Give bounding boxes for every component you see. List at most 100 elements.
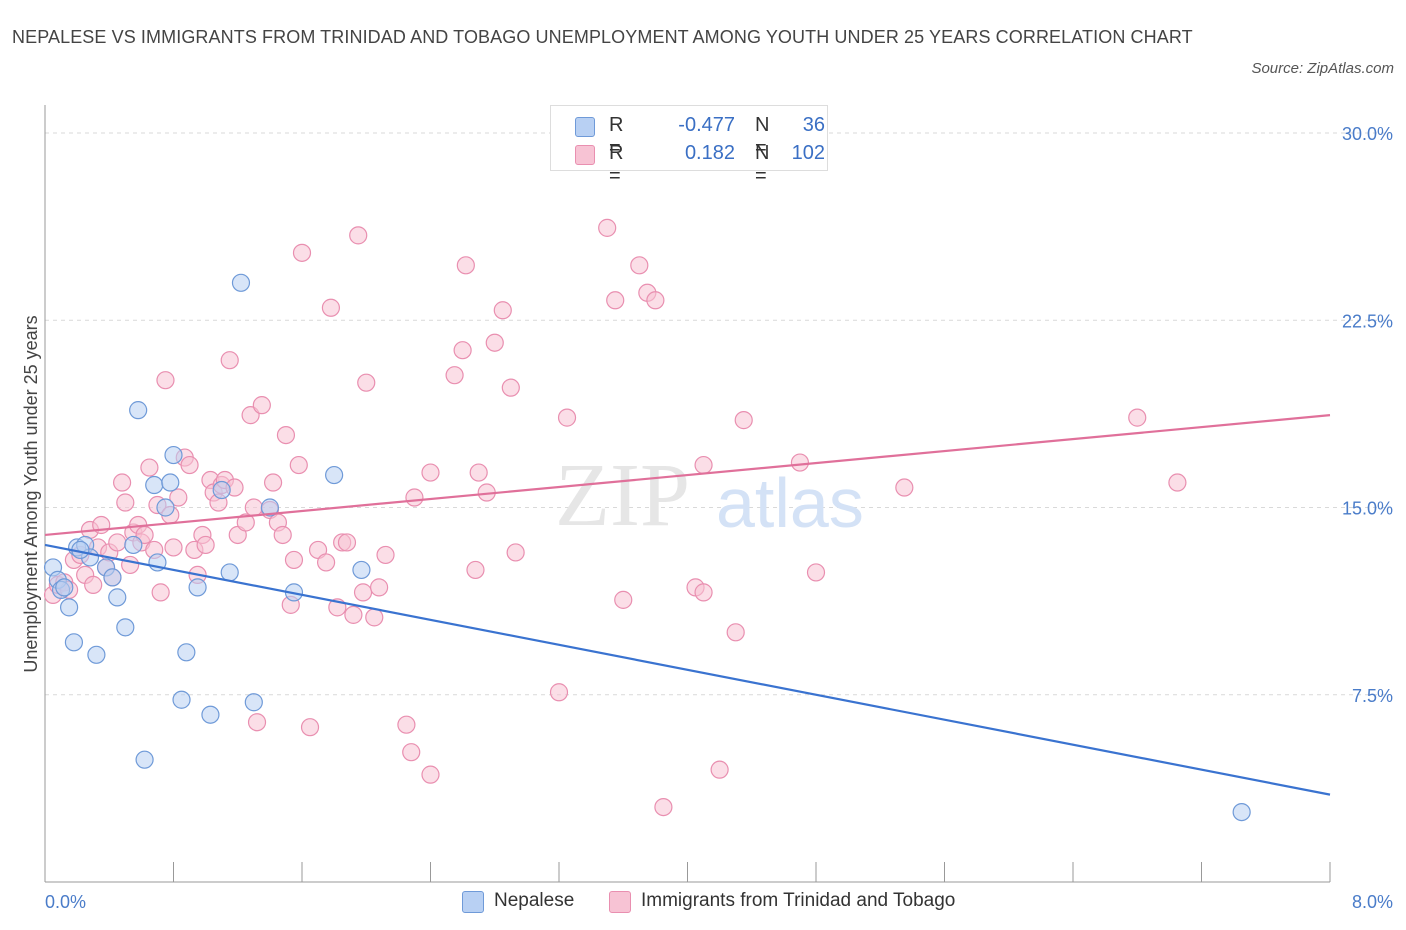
y-tick-label: 7.5% [1352,686,1393,706]
trinidad-point [734,411,753,430]
nepalese-point [64,633,84,652]
trinidad-point [353,583,373,602]
nepalese-point [352,560,371,580]
nepalese-point [260,498,279,517]
trinidad-point [456,256,475,275]
watermark: ZIP atlas [555,446,864,545]
trinidad-point [790,453,810,472]
axes [44,105,1331,883]
trinidad-point [710,760,729,779]
trinidad-point [289,455,308,475]
nepalese-point [244,693,263,712]
nepalese-point [177,643,196,662]
correlation-legend: R = -0.477 N = 36 R = 0.182 N = 102 [550,105,828,187]
nepalese-point [55,578,74,597]
trinidad-point [365,608,384,627]
trinidad-point [349,226,368,245]
trinidad-point [1168,473,1187,492]
nepalese-point [172,690,191,709]
trinidad-point [493,301,512,320]
bottom-legend-swatch-blue [462,891,484,913]
trinidad-trend-line [44,414,1331,537]
nepalese-point [124,535,143,555]
trinidad-point [405,488,424,507]
nepalese-point [135,750,154,769]
trinidad-point [151,583,170,602]
trinidad-point [421,463,440,482]
legend-r-label: R = [609,142,624,187]
trinidad-point [421,765,440,784]
trinidad-point [654,797,673,817]
nepalese-point [156,498,175,517]
nepalese-trend-line [44,543,1331,796]
series-nepalese-points [43,273,1251,822]
trinidad-point [402,743,421,762]
trinidad-point [344,605,363,624]
chart-title: NEPALESE VS IMMIGRANTS FROM TRINIDAD AND… [12,27,1193,47]
trend-lines [44,414,1331,796]
nepalese-point [201,705,220,724]
nepalese-point [188,578,207,597]
trinidad-point [549,683,569,702]
trinidad-point [598,218,617,237]
trinidad-point [196,535,215,555]
trinidad-point [169,488,188,507]
nepalese-point [108,588,127,607]
trinidad-point [84,575,103,594]
trinidad-point [244,498,263,517]
trinidad-point [485,333,504,352]
trinidad-point [140,458,159,477]
nepalese-point [220,563,239,582]
x-tick-label: 0.0% [45,892,86,912]
legend-n-value: 36 [802,114,825,136]
nepalese-point [59,598,79,617]
nepalese-point [129,401,148,420]
trinidad-point [694,455,713,475]
legend-r-label: R = [609,114,624,159]
trinidad-point [726,623,745,642]
trinidad-point [300,718,320,737]
bottom-legend-label: Immigrants from Trinidad and Tobago [641,890,956,911]
trinidad-point [1128,408,1147,427]
bottom-legend-label: Nepalese [494,890,575,911]
trinidad-point [376,545,395,565]
trinidad-point [501,378,520,397]
trinidad-point [469,463,488,482]
trinidad-point [220,351,239,370]
x-tick-label: 8.0% [1352,892,1393,912]
y-tick-label: 22.5% [1342,311,1393,331]
watermark-zip: ZIP [555,446,690,545]
trinidad-point [614,590,633,609]
legend-r-value: 0.182 [684,142,735,164]
x-tick-labels: 0.0% 8.0% [45,892,1393,912]
y-tick-labels: 7.5% 15.0% 22.5% 30.0% [1342,124,1393,706]
nepalese-point [103,568,122,587]
trinidad-point [236,513,255,532]
trinidad-point [156,371,175,390]
trinidad-point [121,555,140,575]
trinidad-point [273,525,292,545]
source-label: Source: ZipAtlas.com [1251,60,1394,77]
legend-r-value: -0.477 [678,114,735,136]
trinidad-point [694,583,713,602]
trinidad-point [112,473,132,492]
nepalese-point [145,475,164,495]
trinidad-point [630,256,649,275]
nepalese-point [161,473,180,492]
trinidad-point [247,713,267,732]
trinidad-point [108,533,127,552]
trinidad-point [164,538,183,557]
trinidad-point [466,560,485,580]
trinidad-point [292,243,312,262]
trinidad-point [276,425,296,445]
trinidad-point [445,366,464,385]
trinidad-point [806,563,826,582]
y-axis-label: Unemployment Among Youth under 25 years [21,315,41,672]
series-trinidad-points [43,218,1187,817]
nepalese-point [212,480,231,500]
legend-n-value: 102 [791,142,825,164]
trinidad-point [370,578,389,597]
trinidad-point [557,408,577,427]
y-tick-label: 30.0% [1342,124,1393,144]
